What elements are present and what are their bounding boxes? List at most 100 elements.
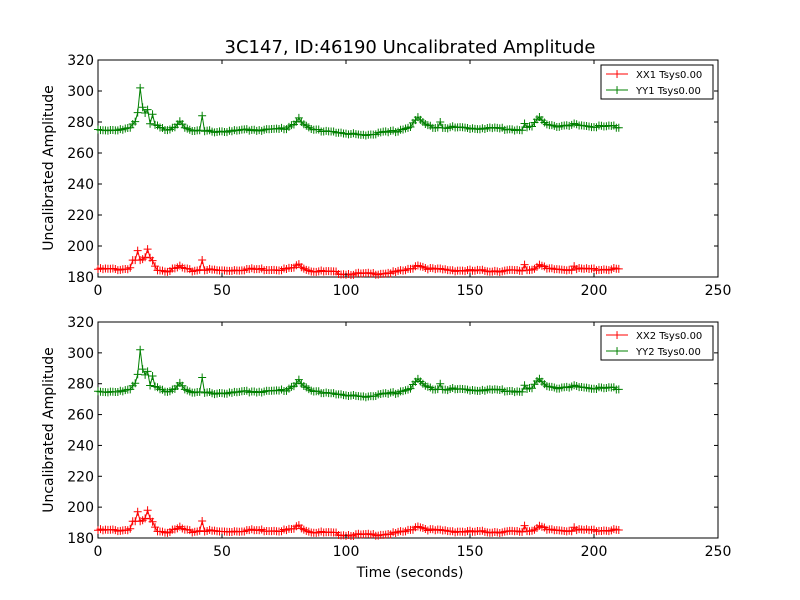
data-point-marker [567,266,576,275]
data-point-marker [614,385,623,394]
x-axis-label: Time (seconds) [356,565,464,581]
bottom-panel: 0 50 100 150 200 250180200220240260280300320 … [41,315,731,581]
data-point-marker [436,118,445,126]
series-yy1 [94,83,623,140]
data-point-marker [195,387,204,396]
x-tick-label: 100 [333,544,360,560]
data-point-marker [195,526,204,535]
data-point-marker [143,367,152,376]
bottom-panel-legend: + XX2 Tsys0.00 + YY2 Tsys0.00 [600,325,714,361]
data-point-marker [518,126,527,135]
top-panel-legend-label-xx1: XX1 Tsys0.00 [636,70,702,81]
series-xx2 [94,506,623,541]
y-tick-label: 260 [67,408,94,424]
data-point-marker [126,263,135,272]
data-point-marker [198,373,207,382]
y-tick-label: 280 [67,377,94,393]
x-tick-label: 200 [581,544,608,560]
bottom-panel-ticks: 0 50 100 150 200 250 180 200 220 240 260 280 300 320 [67,315,731,560]
data-point-marker [151,262,160,271]
y-tick-label: 200 [67,239,94,255]
data-point-marker [436,379,445,388]
y-tick-label: 300 [67,346,94,362]
data-point-marker [198,517,207,526]
y-tick-label: 320 [67,53,94,69]
top-panel-legend-marker-yy1: + [612,83,622,97]
data-point-marker [131,117,140,126]
y-tick-label: 200 [67,500,94,516]
x-tick-label: 250 [705,544,732,560]
x-tick-label: 200 [581,283,608,299]
data-point-marker [528,122,536,131]
data-point-marker [143,245,152,254]
data-point-marker [146,119,155,128]
data-point-marker [151,523,160,532]
bottom-panel-legend-box [600,325,714,361]
top-panel: 0 50 100 150 200 250180200220240260280300320 … [41,53,731,299]
data-point-marker [195,126,204,135]
data-point-marker [294,113,303,122]
series-yy2 [94,345,623,402]
bottom-panel-legend-marker-yy2: + [612,344,622,358]
data-point-marker [406,384,415,393]
data-point-marker [406,122,415,131]
x-tick-label: 0 [94,283,103,299]
x-tick-label: 250 [705,283,732,299]
bottom-panel-series [94,345,623,541]
data-point-marker [520,521,529,530]
top-panel-legend-label-yy1: YY1 Tsys0.00 [635,86,701,97]
y-tick-label: 280 [67,115,94,131]
y-tick-label: 240 [67,177,94,193]
data-point-marker [614,264,623,273]
bottom-panel-legend-label-xx2: XX2 Tsys0.00 [636,331,702,342]
y-tick-label: 320 [67,315,94,331]
top-panel-y-axis-label: Uncalibrated Amplitude [41,85,57,251]
data-point-marker [138,365,147,374]
y-tick-label: 220 [67,469,94,485]
data-point-marker [614,123,623,132]
data-point-marker [131,379,140,388]
x-tick-label: 150 [457,283,484,299]
top-panel-ticks: 0 50 100 150 200 250 180 200 220 240 260 280 300 320 [67,53,731,299]
y-tick-label: 300 [67,84,94,100]
data-point-marker [567,527,576,536]
x-tick-label: 150 [457,544,484,560]
chart-title: 3C147, ID:46190 Uncalibrated Amplitude [225,37,596,58]
bottom-panel-y-axis-label: Uncalibrated Amplitude [41,347,57,513]
y-tick-label: 180 [67,531,94,547]
y-tick-label: 240 [67,438,94,454]
data-point-marker [198,255,207,264]
data-point-marker [148,256,157,265]
data-point-marker [146,381,155,390]
data-point-marker [614,525,623,534]
data-point-marker [198,111,207,120]
top-panel-legend-marker-xx1: + [612,67,622,81]
data-point-marker [518,527,527,536]
data-point-marker [133,246,142,255]
data-point-marker [138,103,147,112]
x-tick-label: 0 [94,544,103,560]
data-point-marker [143,105,152,114]
data-point-marker [518,266,527,275]
data-point-marker [518,387,527,396]
data-point-marker [148,110,157,119]
x-tick-label: 100 [333,283,360,299]
data-point-marker [148,517,157,526]
data-point-marker [195,265,204,274]
data-point-marker [148,372,157,380]
data-point-marker [143,506,152,515]
data-point-marker [136,83,145,92]
data-point-marker [133,507,142,516]
x-tick-label: 50 [213,544,231,560]
bottom-panel-legend-label-yy2: YY2 Tsys0.00 [635,347,701,358]
series-xx1 [94,245,623,280]
y-tick-label: 260 [67,146,94,162]
y-tick-label: 220 [67,208,94,224]
top-panel-legend-box [600,64,714,100]
data-point-marker [520,260,529,269]
top-panel-series [94,83,623,280]
y-tick-label: 180 [67,270,94,286]
data-point-marker [294,375,303,384]
top-panel-legend: + XX1 Tsys0.00 + YY1 Tsys0.00 [600,64,714,100]
